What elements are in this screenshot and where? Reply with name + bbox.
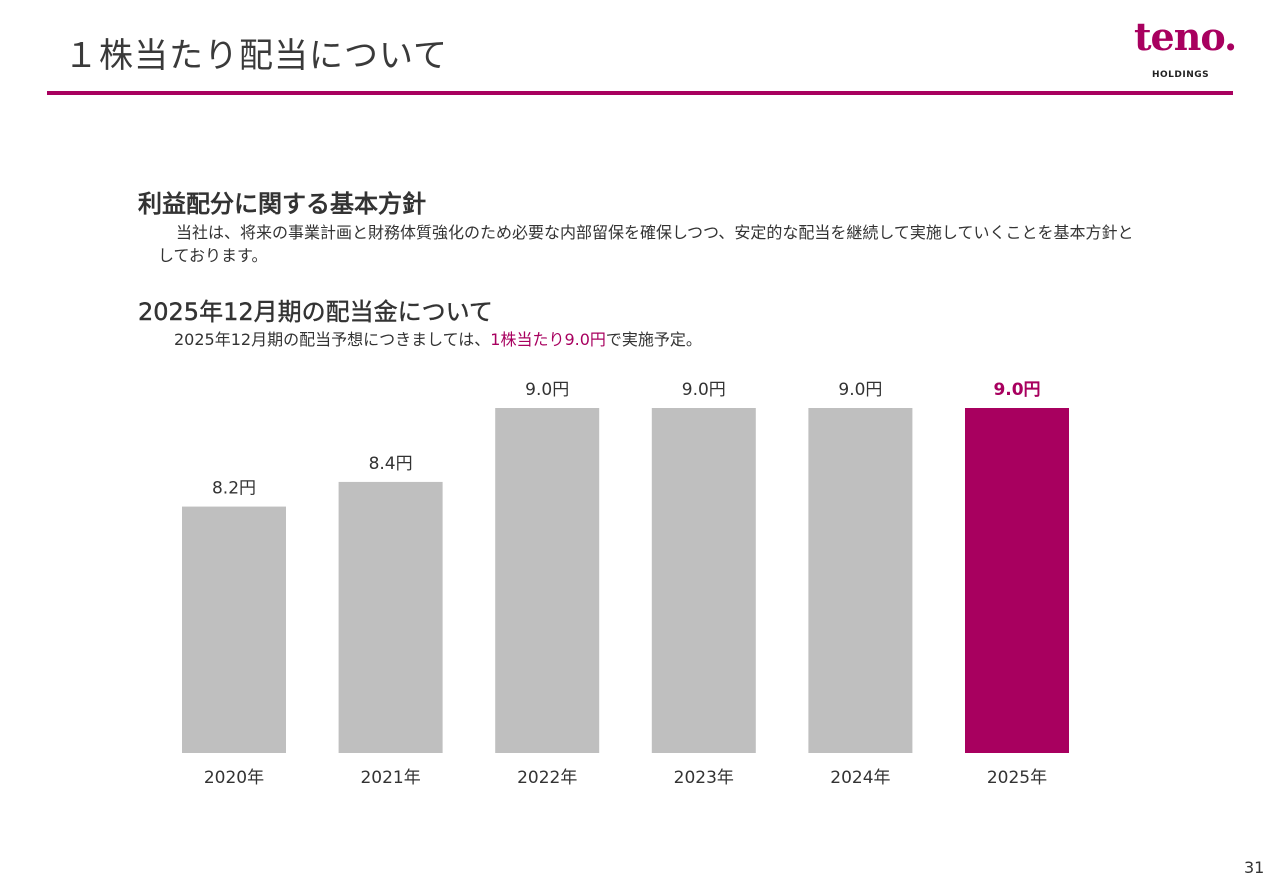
dividend-note-suffix: で実施予定。: [605, 330, 702, 349]
x-tick-label-0: 2020年: [204, 768, 264, 788]
bar-1: [338, 481, 443, 753]
bar-0: [182, 506, 286, 753]
title-divider: [47, 91, 1233, 95]
x-tick-label-5: 2025年: [987, 768, 1047, 788]
data-label-2: 9.0円: [525, 380, 569, 400]
data-label-4: 9.0円: [838, 380, 882, 400]
x-tick-label-3: 2023年: [674, 768, 734, 788]
bar-3: [651, 408, 756, 753]
policy-body: 当社は、将来の事業計画と財務体質強化のため必要な内部留保を確保しつつ、安定的な配…: [158, 223, 1134, 265]
dividend-note: 2025年12月期の配当予想につきましては、1株当たり9.0円で実施予定。: [174, 326, 702, 350]
company-logo: teno. HOLDINGS: [1130, 18, 1237, 84]
page-title: １株当たり配当について: [64, 36, 448, 76]
policy-heading: 利益配分に関する基本方針: [138, 190, 426, 218]
dividend-heading: 2025年12月期の配当金について: [138, 298, 493, 326]
bar-2: [495, 408, 600, 753]
data-label-3: 9.0円: [682, 380, 726, 400]
x-tick-label-1: 2021年: [360, 768, 420, 788]
page-number: 31: [1244, 858, 1265, 877]
data-label-0: 8.2円: [212, 479, 256, 499]
bar-4: [808, 408, 913, 753]
x-tick-label-4: 2024年: [830, 768, 890, 788]
x-tick-label-2: 2022年: [517, 768, 577, 788]
bar-5: [965, 408, 1069, 753]
data-label-1: 8.4円: [369, 454, 413, 474]
logo-subtitle: HOLDINGS: [1152, 70, 1210, 80]
logo-wordmark: teno.: [1134, 14, 1237, 59]
dividend-note-highlight: 1株当たり9.0円: [490, 330, 606, 349]
dividend-note-prefix: 2025年12月期の配当予想につきましては、: [174, 330, 491, 349]
data-label-5: 9.0円: [993, 380, 1040, 400]
